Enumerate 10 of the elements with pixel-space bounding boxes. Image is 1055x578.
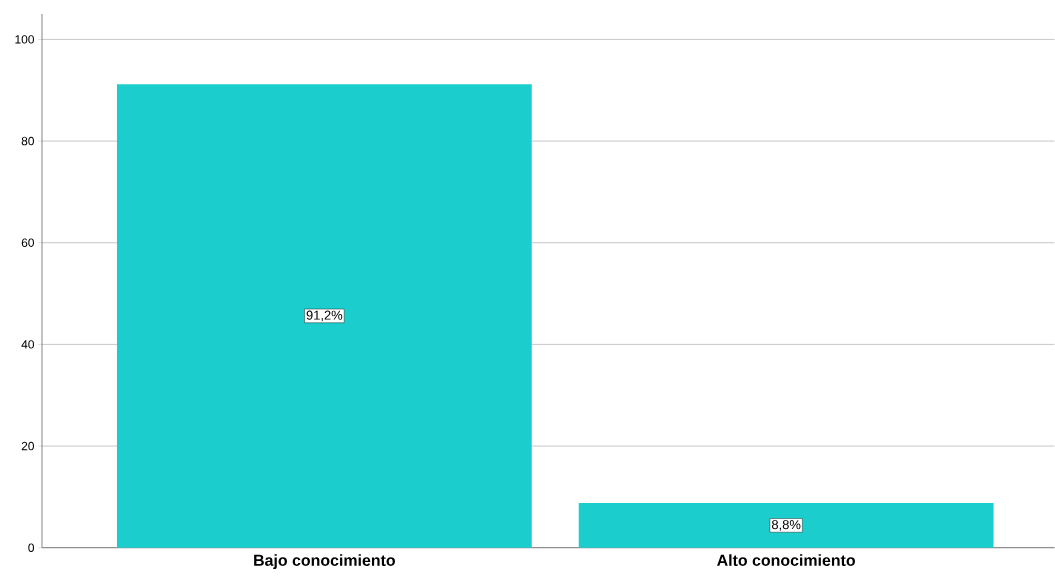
- x-tick-label: Alto conocimiento: [717, 554, 855, 567]
- y-tick-label: 40: [21, 340, 34, 349]
- y-tick-label: 100: [15, 35, 34, 44]
- data-label: 8,8%: [771, 520, 801, 531]
- y-tick-label: 20: [21, 441, 34, 451]
- y-tick-label: 0: [28, 543, 35, 553]
- data-label: 91,2%: [306, 310, 343, 322]
- x-tick-label: Bajo conocimiento: [254, 554, 395, 570]
- y-tick-label: 80: [21, 136, 34, 146]
- y-tick-label: 60: [21, 238, 34, 248]
